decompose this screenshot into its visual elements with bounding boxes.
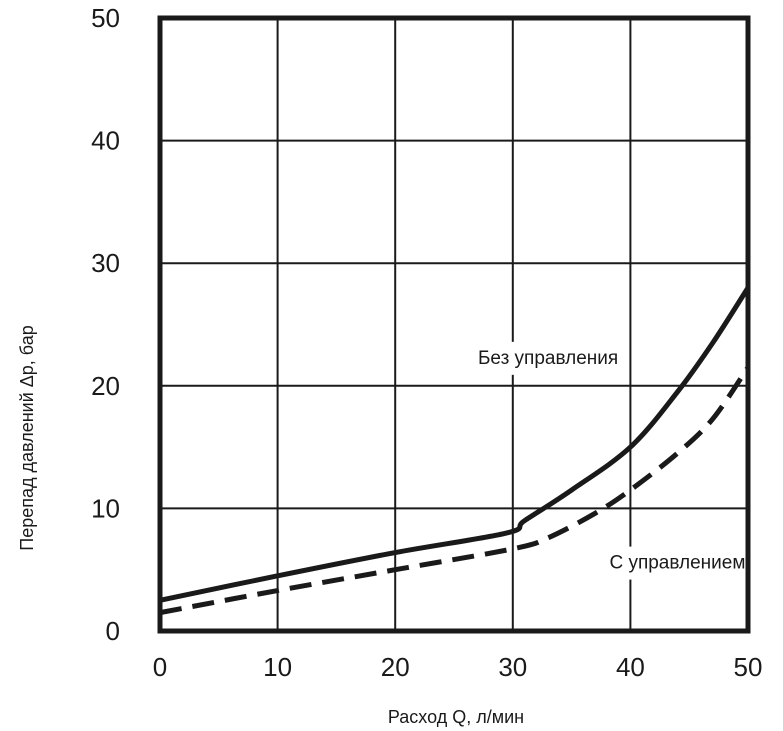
y-tick-label: 40 bbox=[91, 126, 120, 156]
series-annotation-label: Без управления bbox=[478, 348, 618, 369]
grid bbox=[160, 18, 748, 631]
y-tick-label: 0 bbox=[106, 616, 120, 646]
plot-frame bbox=[157, 15, 751, 634]
annotations: Без управления С управлением bbox=[471, 341, 752, 580]
y-tick-label: 20 bbox=[91, 371, 120, 401]
y-tick-label: 30 bbox=[91, 248, 120, 278]
x-tick-labels: 0 10 20 30 40 50 bbox=[153, 652, 763, 682]
x-tick-label: 10 bbox=[263, 652, 292, 682]
x-tick-label: 40 bbox=[616, 652, 645, 682]
series-layer bbox=[159, 286, 751, 616]
x-axis-title: Расход Q, л/мин bbox=[388, 707, 524, 727]
series-line-dashed bbox=[159, 365, 751, 616]
x-tick-label: 0 bbox=[153, 652, 167, 682]
y-tick-label: 10 bbox=[91, 493, 120, 523]
x-tick-label: 20 bbox=[381, 652, 410, 682]
series-line-solid bbox=[159, 286, 751, 603]
annotation-background bbox=[603, 546, 752, 580]
annotation-background bbox=[471, 341, 625, 375]
y-tick-labels: 0 10 20 30 40 50 bbox=[91, 3, 120, 646]
series-annotation-label: С управлением bbox=[609, 553, 745, 574]
y-axis-title: Перепад давлений Δp, бар bbox=[17, 325, 37, 550]
y-tick-label: 50 bbox=[91, 3, 120, 33]
x-tick-label: 30 bbox=[498, 652, 527, 682]
x-tick-label: 50 bbox=[734, 652, 763, 682]
